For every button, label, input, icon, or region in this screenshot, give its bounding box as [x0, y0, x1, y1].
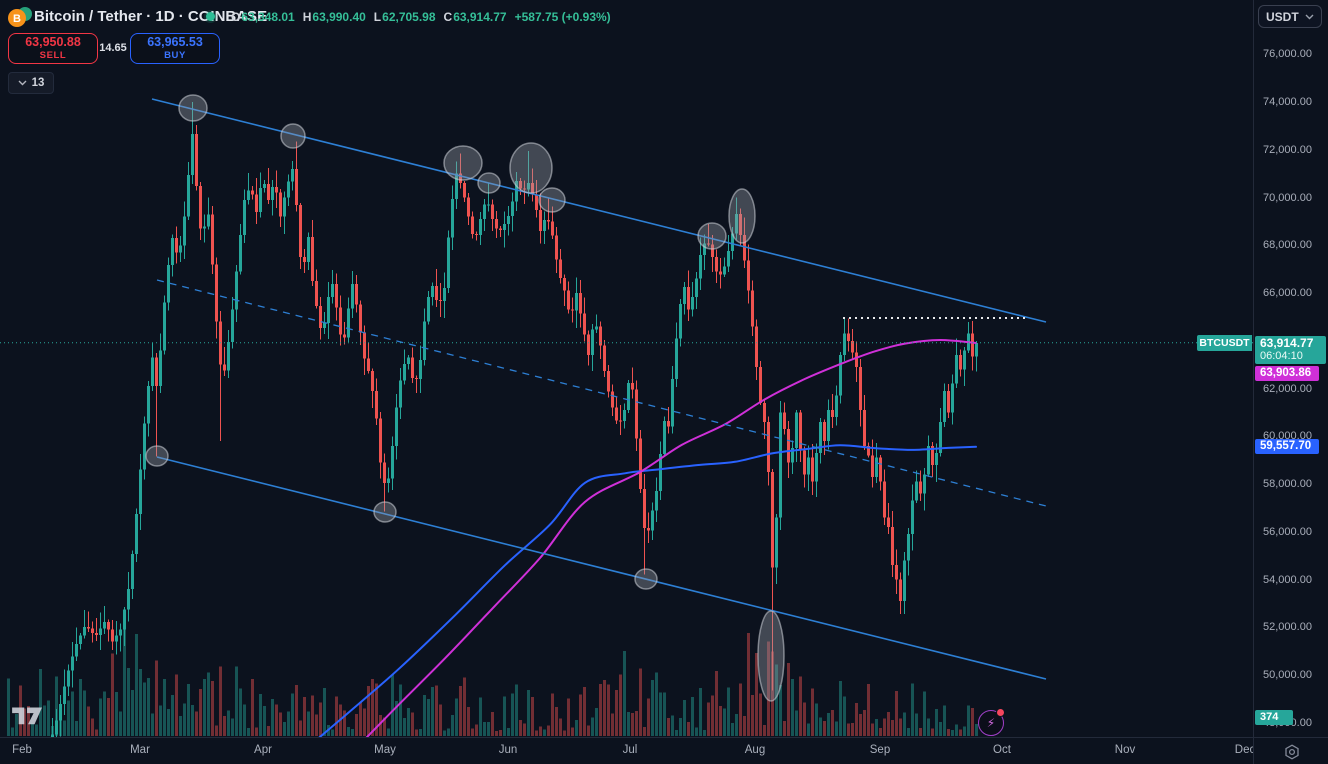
buy-label: BUY	[164, 49, 186, 61]
month-label: Aug	[744, 744, 766, 756]
low-label: L	[373, 10, 382, 24]
price-tick: 60,000.00	[1263, 430, 1312, 443]
month-label: Oct	[993, 744, 1011, 756]
ohlc-values: O 63,348.01 H 63,990.40 L 62,705.98 C 63,914…	[231, 10, 611, 24]
price-tick: 70,000.00	[1263, 191, 1312, 204]
channel-lower	[156, 456, 1047, 680]
price-tick: 58,000.00	[1263, 478, 1312, 490]
price-tick: 56,000.00	[1263, 525, 1312, 538]
open-value: 63,348.01	[241, 10, 295, 24]
price-tick: 52,000.00	[1263, 621, 1312, 634]
volume-bars	[7, 618, 978, 736]
price-tick: 68,000.00	[1263, 239, 1312, 252]
svg-text:B: B	[13, 13, 21, 25]
sell-label: SELL	[39, 49, 67, 61]
currency-value: USDT	[1266, 9, 1299, 24]
channel-upper	[151, 98, 1047, 323]
legend-count: 13	[31, 77, 45, 89]
highlight-ellipse	[443, 145, 483, 181]
chevron-down-icon	[18, 80, 27, 86]
price-tick: 74,000.00	[1263, 96, 1312, 108]
price-tick: 62,000.00	[1263, 382, 1312, 395]
close-value: 63,914.77	[453, 10, 507, 24]
bitcoin-icon	[8, 9, 26, 27]
month-label: Jun	[498, 744, 518, 756]
month-label: Jul	[622, 744, 638, 756]
spread-value: 14.65	[99, 41, 127, 54]
highlight-ellipse	[178, 94, 208, 122]
change-value: +587.75 (+0.93%)	[514, 10, 611, 24]
month-label: Apr	[254, 744, 272, 756]
last-price-label: 63,914.77 06:04:10	[1255, 335, 1326, 364]
ma-slow-blue	[318, 444, 977, 737]
market-status-icon[interactable]	[206, 12, 215, 21]
sell-price: 63,950.88	[25, 35, 81, 50]
month-label: Sep	[869, 744, 891, 756]
low-value: 62,705.98	[382, 10, 436, 24]
highlight-ellipse	[757, 610, 785, 702]
highlight-ellipse	[477, 172, 501, 194]
last-price-value: 63,914.77	[1260, 335, 1314, 350]
sell-button[interactable]: 63,950.88 SELL	[8, 33, 98, 64]
ma-fast-magenta	[365, 338, 977, 737]
ma-fast-price-label: 63,903.86	[1255, 365, 1319, 381]
buy-price: 63,965.53	[147, 35, 203, 50]
channel-mid	[156, 279, 1047, 507]
month-label: Dec	[1234, 744, 1253, 756]
open-label: O	[231, 10, 241, 24]
settings-gear-icon[interactable]	[1284, 743, 1300, 760]
volume-value-label: 374	[1255, 710, 1293, 725]
highlight-ellipse	[145, 445, 169, 467]
close-label: C	[443, 10, 453, 24]
instant-trading-button[interactable]: ⚡	[978, 708, 1005, 736]
price-tick: 76,000.00	[1263, 48, 1312, 61]
highlight-ellipse	[634, 568, 658, 590]
ma-slow-price-label: 59,557.70	[1255, 439, 1319, 455]
month-label: Mar	[130, 744, 150, 756]
highlight-ellipse	[728, 188, 756, 244]
price-axis[interactable]: USDT 76,000.00 74,000.00 72,000.00 70,000.0…	[1253, 0, 1328, 737]
price-chart-canvas[interactable]	[0, 0, 1253, 737]
highlight-ellipse	[538, 187, 566, 213]
chevron-down-icon	[1305, 14, 1314, 19]
highlight-ellipse	[509, 142, 553, 194]
price-tick: 66,000.00	[1263, 287, 1312, 299]
price-tick: 54,000.00	[1263, 573, 1312, 586]
bar-countdown: 06:04:10	[1260, 349, 1303, 362]
highlight-ellipse	[373, 501, 397, 523]
pair-icon[interactable]: B	[6, 6, 32, 28]
axis-corner[interactable]	[1253, 737, 1328, 764]
symbol-price-flag: BTCUSDT	[1197, 334, 1252, 351]
notification-dot	[996, 708, 1005, 717]
highlight-ellipse	[697, 222, 727, 250]
candles	[51, 102, 978, 737]
month-label: May	[374, 744, 396, 756]
tradingview-logo[interactable]	[8, 700, 48, 728]
highlight-ellipse	[280, 123, 306, 149]
chart-area[interactable]: BTCUSDT ⚡	[0, 0, 1253, 737]
buy-button[interactable]: 63,965.53 BUY	[130, 33, 220, 64]
time-axis[interactable]: Feb Mar Apr May Jun Jul Aug Sep Oct Nov Dec	[0, 737, 1253, 764]
month-label: Nov	[1114, 744, 1136, 756]
price-tick: 72,000.00	[1263, 143, 1312, 156]
lightning-icon: ⚡	[986, 716, 996, 730]
month-label: Feb	[12, 744, 32, 756]
legend-collapse-button[interactable]: 13	[8, 72, 54, 94]
price-tick: 50,000.00	[1263, 669, 1312, 681]
high-label: H	[302, 10, 312, 24]
high-value: 63,990.40	[312, 10, 366, 24]
currency-dropdown[interactable]: USDT	[1258, 5, 1322, 28]
